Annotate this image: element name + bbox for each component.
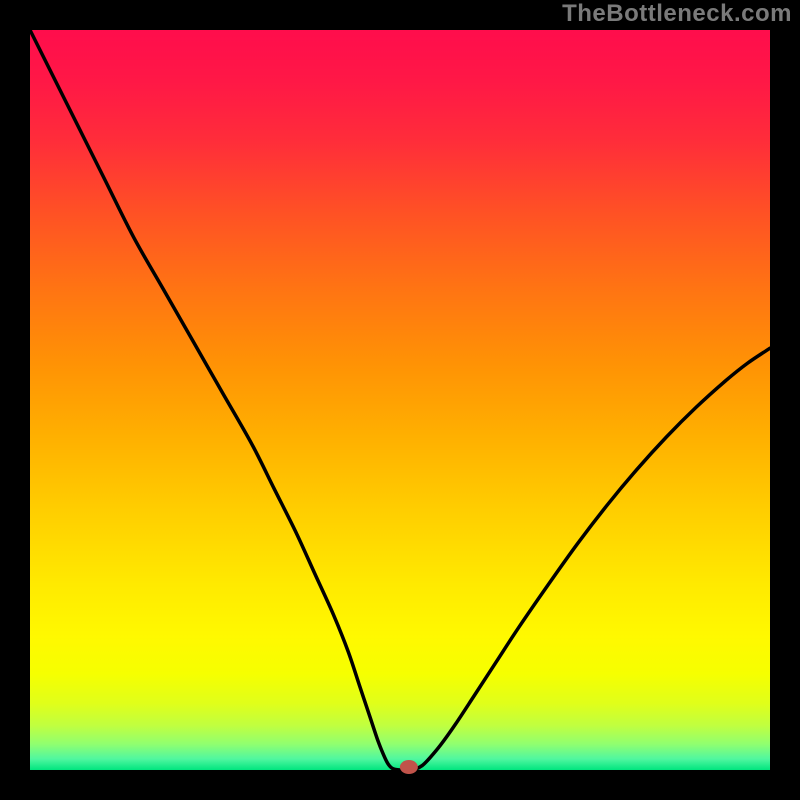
plot-background <box>30 30 770 770</box>
optimal-point-marker <box>400 760 418 774</box>
figure: TheBottleneck.com <box>0 0 800 800</box>
watermark-text: TheBottleneck.com <box>562 0 792 28</box>
chart-svg <box>0 0 800 800</box>
